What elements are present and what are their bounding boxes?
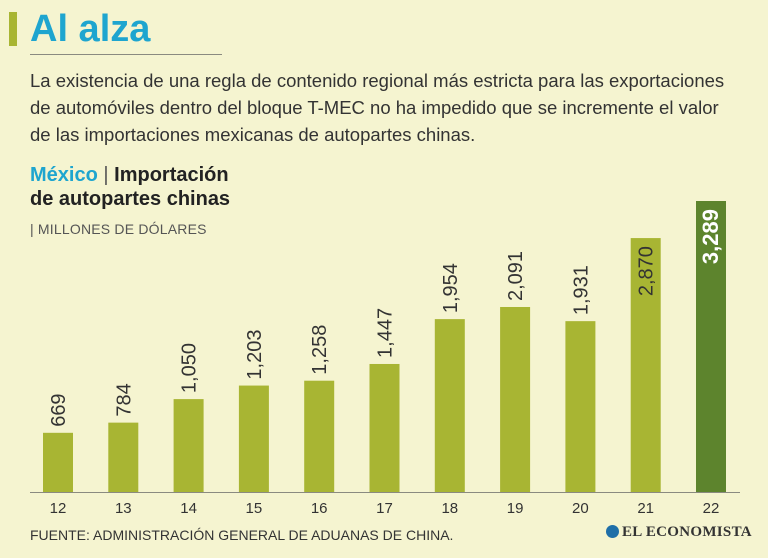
data-label-22: 3,289 (698, 209, 723, 264)
x-tick-14: 14 (180, 500, 197, 517)
bar-18 (434, 319, 465, 492)
x-tick-22: 22 (703, 500, 720, 517)
x-tick-15: 15 (246, 500, 263, 517)
x-tick-19: 19 (507, 500, 524, 517)
x-tick-21: 21 (637, 500, 654, 517)
bar-21 (630, 238, 661, 492)
source-note: FUENTE: ADMINISTRACIÓN GENERAL DE ADUANA… (30, 527, 454, 543)
chart-title-line1: Importación (114, 164, 229, 186)
x-tick-17: 17 (376, 500, 393, 517)
x-tick-13: 13 (115, 500, 132, 517)
data-label-12: 669 (48, 393, 70, 426)
bar-17 (369, 363, 400, 492)
title-divider (30, 54, 222, 55)
chart-units: | MILLONES DE DÓLARES (30, 221, 207, 237)
x-tick-18: 18 (441, 500, 458, 517)
chart-title-separator: | (103, 164, 109, 186)
data-label-15: 1,203 (244, 329, 266, 379)
data-label-14: 1,050 (179, 343, 201, 393)
brand-logo: EL ECONOMISTA (606, 524, 752, 541)
x-tick-16: 16 (311, 500, 328, 517)
data-label-16: 1,258 (309, 325, 331, 375)
bar-19 (500, 306, 531, 492)
globe-icon (606, 525, 619, 538)
chart-title-line2: de autopartes chinas (30, 188, 231, 210)
data-label-13: 784 (113, 383, 135, 416)
chart-title-country: México (30, 164, 98, 186)
bar-14 (173, 399, 204, 492)
page-title: Al alza (30, 8, 151, 50)
data-label-18: 1,954 (440, 263, 462, 313)
x-tick-20: 20 (572, 500, 589, 517)
x-tick-12: 12 (50, 500, 67, 517)
chart-title: México | Importación de autopartes china… (30, 163, 230, 211)
data-label-17: 1,447 (375, 308, 397, 358)
bar-22 (696, 201, 726, 492)
bar-16 (304, 380, 335, 492)
brand-name: EL ECONOMISTA (622, 524, 752, 540)
bar-13 (108, 422, 139, 492)
data-label-19: 2,091 (505, 251, 527, 301)
bar-12 (43, 432, 73, 492)
data-label-20: 1,931 (570, 265, 592, 315)
bar-20 (565, 321, 596, 492)
bar-15 (238, 385, 269, 492)
bar-chart: 669 12 784 13 1,050 14 1,203 15 1,258 16 1,447 17 1,… (30, 201, 740, 517)
data-label-21: 2,870 (636, 246, 658, 296)
intro-text: La existencia de una regla de contenido … (30, 70, 725, 145)
title-accent-bar (9, 12, 17, 46)
